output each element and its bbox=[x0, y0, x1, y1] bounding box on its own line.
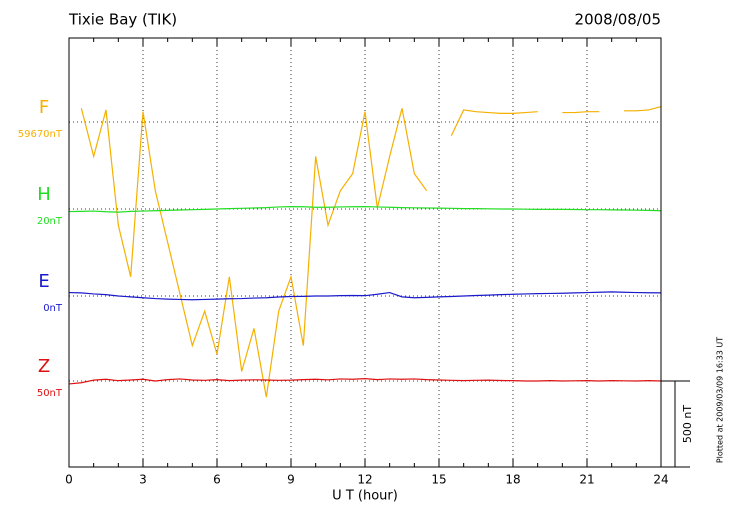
x-tick-label: 18 bbox=[505, 473, 520, 487]
x-tick-label: 3 bbox=[139, 473, 147, 487]
x-tick-label: 15 bbox=[431, 473, 446, 487]
scale-bar-label: 500 nT bbox=[681, 405, 694, 443]
plot-frame bbox=[68, 37, 662, 468]
series-name: Z bbox=[38, 356, 50, 377]
x-axis-label: U T (hour) bbox=[332, 489, 398, 504]
series-line bbox=[80, 105, 662, 398]
series-line bbox=[68, 291, 662, 301]
series-line bbox=[68, 205, 662, 213]
chart-title: Tixie Bay (TIK) bbox=[68, 11, 177, 29]
baseline-label: 50nT bbox=[37, 388, 63, 399]
x-tick-label: 12 bbox=[357, 473, 372, 487]
series-name: E bbox=[38, 271, 49, 292]
x-tick-label: 6 bbox=[213, 473, 221, 487]
baseline-label: 59670nT bbox=[18, 129, 63, 140]
x-tick-label: 21 bbox=[579, 473, 594, 487]
footnote: Plotted at 2009/03/09 16:33 UT bbox=[716, 337, 725, 463]
series-line bbox=[68, 377, 662, 385]
series-name: H bbox=[37, 184, 51, 205]
series-name: F bbox=[39, 97, 49, 118]
baseline-label: 20nT bbox=[37, 216, 63, 227]
baseline-label: 0nT bbox=[43, 303, 63, 314]
chart-date: 2008/08/05 bbox=[575, 11, 661, 29]
x-tick-label: 24 bbox=[653, 473, 668, 487]
x-tick-label: 9 bbox=[287, 473, 295, 487]
x-tick-label: 0 bbox=[65, 473, 73, 487]
